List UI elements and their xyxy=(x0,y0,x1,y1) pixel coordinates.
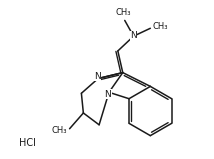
Text: CH₃: CH₃ xyxy=(152,22,168,31)
Text: N: N xyxy=(105,90,111,99)
Text: CH₃: CH₃ xyxy=(51,126,67,135)
Text: CH₃: CH₃ xyxy=(116,8,131,17)
Text: N: N xyxy=(130,31,137,40)
Text: N: N xyxy=(94,72,101,81)
Text: HCl: HCl xyxy=(19,138,36,148)
